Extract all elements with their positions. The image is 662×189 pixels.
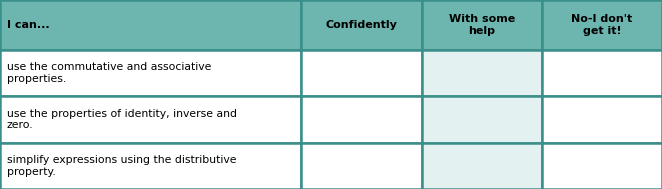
Text: simplify expressions using the distributive
property.: simplify expressions using the distribut…: [7, 155, 236, 177]
Bar: [0, 96, 301, 143]
Bar: [0, 0, 301, 50]
Bar: [0, 50, 301, 96]
Text: No-I don't
get it!: No-I don't get it!: [571, 14, 633, 36]
Bar: [542, 143, 662, 189]
Bar: [422, 0, 542, 50]
Text: With some
help: With some help: [449, 14, 515, 36]
Bar: [542, 50, 662, 96]
Bar: [301, 143, 422, 189]
Bar: [301, 96, 422, 143]
Bar: [301, 0, 422, 50]
Bar: [422, 50, 542, 96]
Bar: [542, 96, 662, 143]
Bar: [542, 0, 662, 50]
Text: use the properties of identity, inverse and
zero.: use the properties of identity, inverse …: [7, 109, 236, 130]
Text: Confidently: Confidently: [326, 20, 397, 30]
Bar: [422, 143, 542, 189]
Text: use the commutative and associative
properties.: use the commutative and associative prop…: [7, 62, 211, 84]
Bar: [422, 96, 542, 143]
Text: I can...: I can...: [7, 20, 49, 30]
Bar: [301, 50, 422, 96]
Bar: [0, 143, 301, 189]
